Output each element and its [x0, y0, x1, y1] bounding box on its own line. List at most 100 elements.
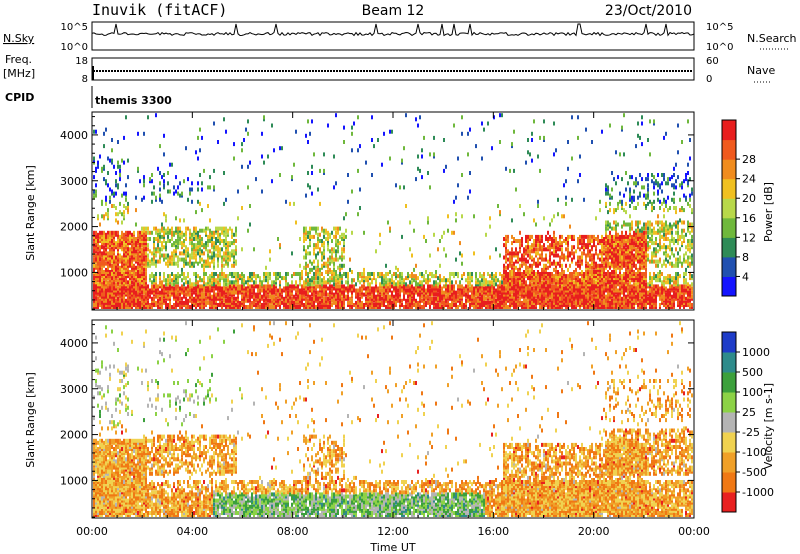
data-cell: [513, 274, 515, 279]
data-cell: [529, 234, 531, 239]
data-cell: [379, 232, 381, 237]
data-cell: [347, 284, 349, 289]
data-cell: [147, 294, 149, 299]
data-cell: [371, 294, 373, 299]
data-cell: [189, 261, 191, 266]
data-cell: [331, 251, 333, 256]
data-cell: [533, 305, 535, 309]
data-cell: [111, 294, 113, 299]
data-cell: [149, 249, 151, 254]
data-cell: [499, 280, 501, 285]
data-cell: [155, 237, 157, 241]
data-cell: [189, 278, 191, 283]
data-cell: [123, 300, 125, 305]
data-cell: [169, 189, 171, 194]
data-cell: [275, 276, 277, 281]
data-cell: [291, 286, 293, 291]
data-cell: [137, 261, 139, 266]
data-cell: [123, 243, 125, 248]
data-cell: [343, 232, 345, 237]
data-cell: [435, 290, 437, 295]
data-cell: [563, 239, 565, 243]
data-cell: [117, 245, 119, 250]
data-cell: [153, 280, 155, 285]
data-cell: [199, 241, 201, 246]
data-cell: [201, 263, 203, 268]
data-cell: [187, 300, 189, 305]
data-cell: [231, 249, 233, 254]
data-cell: [109, 270, 111, 274]
data-cell: [547, 274, 549, 279]
data-cell: [321, 278, 323, 283]
data-cell: [339, 255, 341, 260]
data-cell: [555, 245, 557, 250]
data-cell: [221, 294, 223, 299]
data-cell: [133, 296, 135, 301]
data-cell: [331, 239, 333, 243]
data-cell: [327, 280, 329, 285]
data-cell: [261, 154, 263, 159]
data-cell: [153, 255, 155, 260]
data-cell: [107, 241, 109, 246]
data-cell: [159, 239, 161, 243]
data-cell: [575, 286, 577, 291]
data-cell: [171, 253, 173, 258]
data-cell: [431, 290, 433, 295]
data-cell: [191, 232, 193, 237]
data-cell: [499, 212, 501, 217]
data-cell: [555, 253, 557, 258]
data-cell: [255, 292, 257, 297]
data-cell: [487, 286, 489, 291]
data-cell: [461, 214, 463, 219]
data-cell: [525, 251, 527, 256]
data-cell: [431, 300, 433, 305]
data-cell: [273, 300, 275, 305]
data-cell: [277, 288, 279, 293]
data-cell: [447, 284, 449, 289]
data-cell: [93, 230, 95, 235]
data-cell: [519, 274, 521, 279]
data-cell: [95, 300, 97, 305]
data-cell: [571, 300, 573, 305]
data-cell: [199, 303, 201, 307]
data-cell: [561, 278, 563, 283]
data-cell: [121, 270, 123, 274]
data-cell: [225, 278, 227, 283]
data-cell: [413, 267, 415, 272]
data-cell: [253, 300, 255, 305]
data-cell: [583, 284, 585, 289]
data-cell: [173, 241, 175, 246]
data-cell: [405, 204, 407, 208]
data-cell: [303, 239, 305, 243]
data-cell: [339, 284, 341, 289]
data-cell: [529, 280, 531, 285]
data-cell: [111, 290, 113, 295]
data-cell: [127, 257, 129, 262]
data-cell: [127, 245, 129, 250]
data-cell: [123, 294, 125, 299]
data-cell: [335, 230, 337, 235]
data-cell: [193, 255, 195, 260]
data-cell: [395, 300, 397, 305]
data-cell: [107, 214, 109, 219]
data-cell: [321, 272, 323, 276]
data-cell: [95, 294, 97, 299]
data-cell: [197, 290, 199, 295]
data-cell: [323, 171, 325, 175]
data-cell: [505, 270, 507, 274]
data-cell: [115, 245, 117, 250]
data-cell: [233, 300, 235, 305]
data-cell: [555, 148, 557, 153]
data-cell: [161, 253, 163, 258]
data-cell: [475, 300, 477, 305]
data-cell: [133, 237, 135, 241]
data-cell: [453, 296, 455, 301]
data-cell: [113, 284, 115, 289]
data-cell: [133, 284, 135, 289]
data-cell: [309, 226, 311, 231]
data-cell: [235, 296, 237, 301]
data-cell: [277, 237, 279, 241]
data-cell: [235, 226, 237, 231]
data-cell: [113, 274, 115, 279]
data-cell: [463, 272, 465, 276]
